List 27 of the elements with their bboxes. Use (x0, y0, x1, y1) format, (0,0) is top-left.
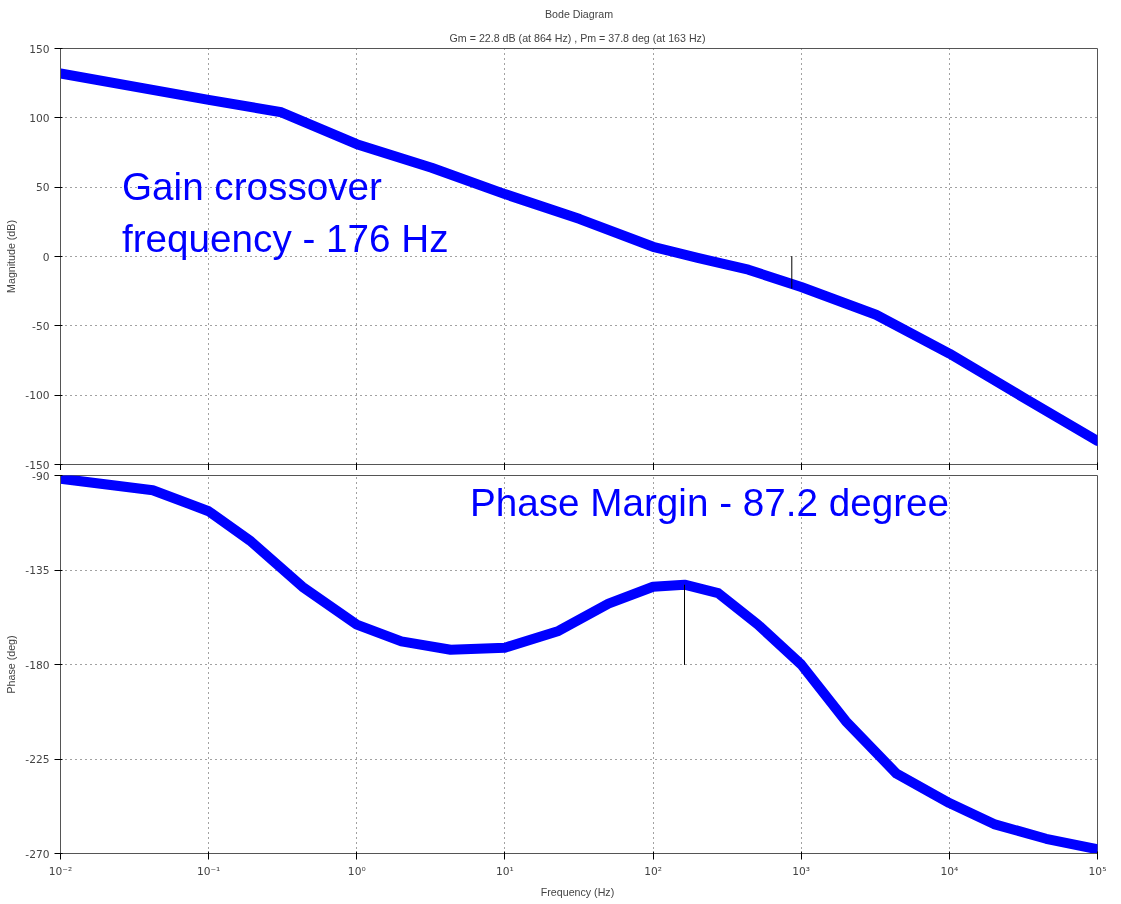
x-tick-label: 10⁻² (48, 864, 73, 878)
annotation: Gain crossover frequency - 176 Hz (121, 164, 449, 260)
x-axis-title: Frequency (Hz) (540, 885, 615, 898)
y-tick-label: 150 (29, 42, 50, 56)
annotation: Phase Margin - 87.2 degree (469, 481, 950, 525)
x-tick-label: 10⁻¹ (196, 864, 221, 878)
y-tick-label: -150 (25, 458, 50, 472)
x-tick-label: 10² (644, 864, 662, 878)
y-tick-label: -50 (32, 319, 50, 333)
chart-title: Bode Diagram (544, 7, 614, 20)
chart-subtitle: Gm = 22.8 dB (at 864 Hz) , Pm = 37.8 deg (at 163 Hz) (449, 31, 706, 44)
x-tick-label: 10³ (792, 864, 811, 878)
y-tick-label: -225 (25, 753, 50, 766)
y-tick-label: 100 (29, 111, 50, 125)
x-tick-label: 10⁰ (347, 864, 366, 878)
x-tick-label: 10⁴ (940, 864, 959, 878)
y-tick-label: -270 (25, 847, 50, 861)
y-axis-title: Phase (deg) (5, 635, 18, 694)
y-axis-title: Magnitude (dB) (5, 220, 18, 293)
y-tick-label: -135 (25, 564, 50, 577)
y-tick-label: -180 (25, 658, 50, 672)
y-tick-label: 50 (35, 181, 50, 195)
x-tick-label: 10⁵ (1088, 864, 1107, 878)
y-tick-label: -90 (32, 469, 50, 483)
x-tick-label: 10¹ (496, 864, 514, 878)
y-tick-label: -100 (25, 389, 50, 403)
y-tick-label: 0 (42, 250, 50, 264)
